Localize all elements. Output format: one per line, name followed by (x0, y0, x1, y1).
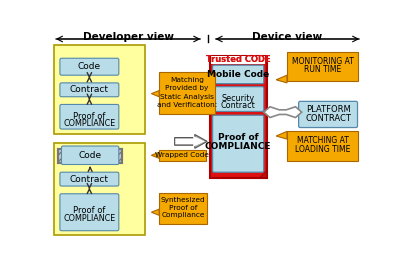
Polygon shape (151, 152, 159, 158)
FancyBboxPatch shape (209, 56, 267, 178)
FancyBboxPatch shape (54, 45, 145, 134)
FancyBboxPatch shape (60, 172, 119, 186)
Text: COMPLIANCE: COMPLIANCE (63, 214, 115, 223)
Polygon shape (276, 131, 287, 139)
Polygon shape (151, 209, 159, 215)
FancyBboxPatch shape (213, 115, 264, 172)
Text: MATCHING AT: MATCHING AT (297, 136, 349, 145)
FancyBboxPatch shape (159, 193, 207, 224)
Text: Security: Security (222, 94, 255, 103)
Polygon shape (151, 91, 159, 97)
Text: Matching: Matching (170, 77, 204, 83)
FancyBboxPatch shape (159, 72, 215, 115)
Text: Trusted CODE: Trusted CODE (206, 55, 271, 64)
Text: Trusted CODE: Trusted CODE (206, 55, 271, 64)
Polygon shape (264, 107, 302, 118)
Text: RUN TIME: RUN TIME (304, 65, 341, 74)
FancyBboxPatch shape (60, 58, 119, 75)
Text: Synthesized: Synthesized (161, 197, 205, 203)
Text: PLATFORM: PLATFORM (306, 105, 350, 114)
Text: Proof of: Proof of (73, 112, 106, 121)
Polygon shape (276, 75, 287, 83)
Text: COMPLIANCE: COMPLIANCE (205, 142, 271, 151)
Text: Code: Code (79, 151, 102, 160)
Text: MONITORING AT: MONITORING AT (292, 57, 354, 66)
Text: Proof of: Proof of (169, 205, 197, 211)
Text: COMPLIANCE: COMPLIANCE (63, 119, 115, 128)
Text: and Verification:: and Verification: (157, 102, 217, 108)
FancyBboxPatch shape (213, 87, 264, 111)
Polygon shape (175, 136, 205, 147)
Polygon shape (175, 134, 207, 148)
Text: CONTRACT: CONTRACT (305, 114, 351, 123)
Text: Contract: Contract (70, 175, 109, 184)
Text: LOADING TIME: LOADING TIME (295, 144, 350, 154)
FancyBboxPatch shape (213, 65, 264, 84)
Text: Developer view: Developer view (83, 32, 174, 42)
Text: Contract: Contract (70, 85, 109, 94)
FancyBboxPatch shape (60, 83, 119, 97)
FancyBboxPatch shape (54, 143, 145, 235)
FancyBboxPatch shape (60, 194, 119, 231)
Polygon shape (260, 171, 267, 178)
Text: Device view: Device view (252, 32, 322, 42)
Text: Provided by: Provided by (165, 85, 209, 91)
FancyBboxPatch shape (287, 52, 358, 81)
FancyBboxPatch shape (58, 149, 122, 163)
Text: Static Analysis: Static Analysis (160, 94, 214, 100)
Text: Proof of: Proof of (73, 206, 106, 215)
FancyBboxPatch shape (298, 101, 358, 128)
FancyBboxPatch shape (60, 104, 119, 129)
Text: Contract: Contract (221, 101, 256, 110)
Text: Wrapped Code: Wrapped Code (156, 152, 209, 158)
FancyBboxPatch shape (287, 131, 358, 161)
Text: Mobile Code: Mobile Code (207, 70, 269, 79)
FancyBboxPatch shape (159, 150, 206, 161)
Text: Proof of: Proof of (218, 133, 258, 142)
Text: Compliance: Compliance (162, 212, 205, 218)
FancyBboxPatch shape (211, 56, 265, 64)
FancyBboxPatch shape (62, 146, 119, 165)
Text: Code: Code (78, 62, 101, 71)
